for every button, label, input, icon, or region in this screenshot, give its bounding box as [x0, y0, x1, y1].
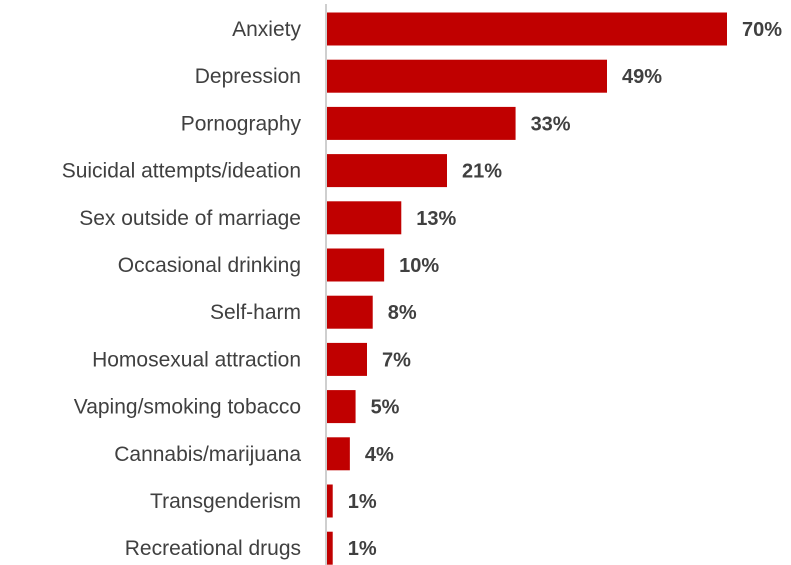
category-label: Depression — [195, 65, 301, 88]
value-label: 8% — [388, 302, 417, 324]
bar — [327, 531, 333, 565]
category-label: Anxiety — [232, 18, 301, 41]
bar — [327, 295, 373, 329]
value-label: 1% — [348, 538, 377, 560]
category-label: Sex outside of marriage — [79, 207, 301, 230]
category-label: Occasional drinking — [118, 254, 301, 277]
category-label: Pornography — [181, 112, 302, 135]
value-label: 4% — [365, 444, 394, 466]
category-labels: Anxiety Depression Pornography Suicidal att… — [62, 18, 302, 560]
bar — [327, 201, 402, 235]
value-label: 10% — [399, 255, 439, 277]
bar — [327, 106, 516, 140]
category-label: Suicidal attempts/ideation — [62, 160, 301, 183]
value-label: 5% — [371, 397, 400, 419]
bar — [327, 390, 356, 424]
value-label: 70% — [742, 19, 782, 41]
bar — [327, 154, 447, 188]
category-label: Recreational drugs — [125, 537, 301, 560]
value-label: 33% — [531, 113, 571, 135]
category-label: Vaping/smoking tobacco — [74, 396, 301, 419]
category-label: Cannabis/marijuana — [114, 443, 301, 466]
value-label: 13% — [416, 208, 456, 230]
value-label: 7% — [382, 349, 411, 371]
bar — [327, 484, 333, 518]
category-label: Homosexual attraction — [92, 348, 301, 371]
bar — [327, 342, 367, 376]
category-label: Self-harm — [210, 301, 301, 324]
bar — [327, 248, 385, 282]
bar — [327, 12, 727, 46]
category-label: Transgenderism — [150, 490, 301, 513]
value-label: 1% — [348, 491, 377, 513]
value-label: 49% — [622, 66, 662, 88]
bars — [327, 12, 727, 565]
value-labels: 70% 49% 33% 21% 13% 10% 8% 7% 5% 4% 1% 1% — [348, 19, 783, 560]
bar — [327, 437, 350, 471]
bar — [327, 59, 607, 93]
value-label: 21% — [462, 161, 502, 183]
